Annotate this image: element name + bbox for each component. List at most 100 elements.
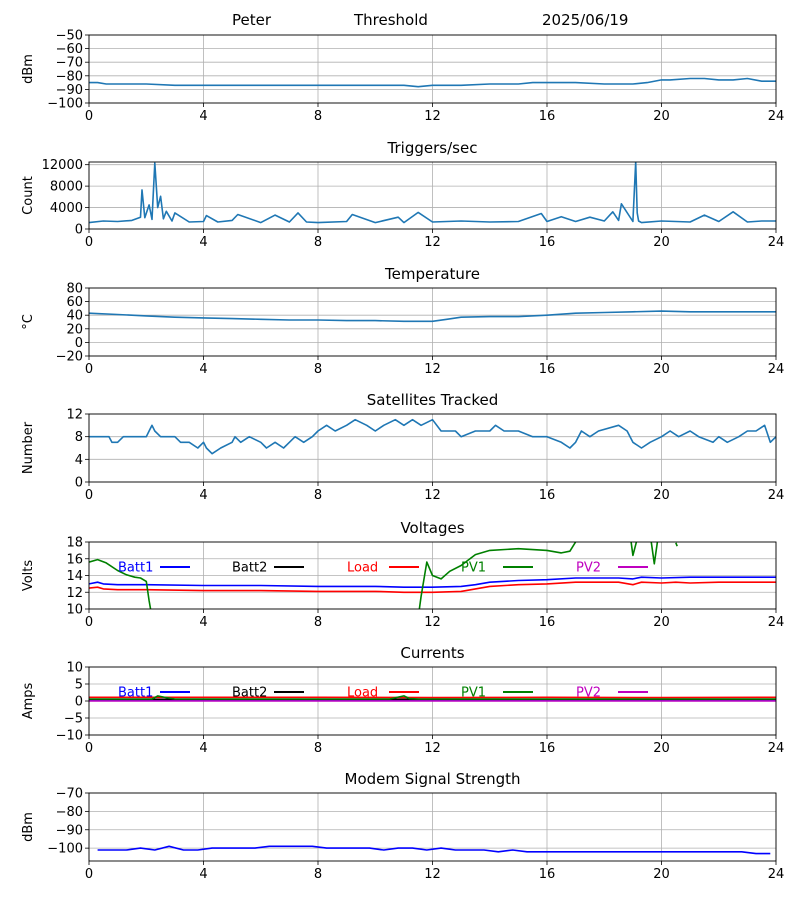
y-tick-label: 4 [75,453,83,468]
chart-title: Currents [400,644,464,662]
y-tick-label: 14 [66,569,83,584]
y-tick-label: −80 [56,805,83,820]
legend-label-load: Load [347,686,378,701]
trigger-mode: Threshold [354,11,428,29]
x-tick-label: 12 [424,488,441,503]
x-tick-label: 0 [85,488,93,503]
x-tick-label: 24 [768,235,785,250]
legend-label-batt1: Batt1 [118,561,153,576]
x-tick-label: 20 [653,741,670,756]
series-line-voltages [650,542,659,565]
x-tick-label: 24 [768,362,785,377]
x-tick-label: 16 [539,109,556,124]
y-tick-label: −5 [64,712,83,727]
y-tick-label: 10 [66,603,83,618]
y-tick-label: −70 [56,787,83,802]
chart-triggers: 0 4 8 12 16 20 24 0 4000 8000 12000 Count Triggers/s… [21,139,784,250]
x-tick-label: 4 [199,109,207,124]
x-tick-label: 0 [85,109,93,124]
legend-label-batt1: Batt1 [118,686,153,701]
x-tick-label: 16 [539,741,556,756]
series-line-temperature [89,310,776,323]
y-tick-label: 0 [75,223,83,238]
plot-area [89,77,776,88]
x-tick-label: 16 [539,615,556,630]
x-tick-label: 12 [424,362,441,377]
x-tick-label: 20 [653,488,670,503]
y-tick-label: 12 [66,586,83,601]
x-tick-label: 4 [199,488,207,503]
series-line-pv1 [89,695,776,700]
x-tick-label: 8 [314,741,322,756]
x-tick-label: 20 [653,109,670,124]
y-axis-label: Volts [21,560,36,592]
x-tick-label: 24 [768,741,785,756]
x-tick-label: 20 [653,235,670,250]
legend-label-load: Load [347,561,378,576]
x-tick-label: 4 [199,235,207,250]
y-tick-label: 0 [75,476,83,491]
y-tick-label: 0 [75,695,83,710]
y-axis-label: Number [21,421,36,474]
chart-title: Triggers/sec [387,139,478,157]
x-tick-label: 8 [314,615,322,630]
chart-satellites: 0 4 8 12 16 20 24 0 4 8 12 Number Satellites Tracked [21,391,784,503]
y-tick-label: 10 [66,661,83,676]
y-axis-label: Amps [21,682,36,719]
y-tick-label: 12 [66,408,83,423]
chart-title: Satellites Tracked [367,391,498,409]
chart-title: Temperature [384,265,480,283]
chart-title: Voltages [400,519,464,537]
x-tick-label: 12 [424,867,441,882]
y-tick-label: −20 [56,350,83,365]
series-line-satellites [89,418,776,455]
plot-area [97,845,771,855]
x-tick-label: 24 [768,488,785,503]
x-tick-label: 20 [653,867,670,882]
y-tick-label: −100 [47,842,83,857]
x-tick-label: 0 [85,741,93,756]
x-tick-label: 0 [85,235,93,250]
y-tick-label: −80 [56,69,83,84]
y-tick-label: 80 [66,282,83,297]
legend-label-pv2: PV2 [576,686,601,701]
y-tick-label: 20 [66,322,83,337]
x-tick-label: 8 [314,109,322,124]
y-axis-label: °C [21,314,36,330]
x-tick-label: 12 [424,109,441,124]
y-tick-label: −100 [47,97,83,112]
series-line-voltages [630,542,638,557]
legend-label-pv2: PV2 [576,561,601,576]
legend-label-batt2: Batt2 [232,686,267,701]
plot-area [89,310,776,323]
x-tick-label: 16 [539,488,556,503]
y-tick-label: −60 [56,42,83,57]
x-tick-label: 8 [314,235,322,250]
y-tick-label: 12000 [42,158,83,173]
x-tick-label: 24 [768,615,785,630]
x-tick-label: 20 [653,615,670,630]
station-name: Peter [232,11,272,29]
legend-label-pv1: PV1 [461,686,486,701]
chart-threshold: 0 4 8 12 16 20 24 −100−90−80−70−60−50 dBm [21,29,784,125]
chart-modem: 0 4 8 12 16 20 24 −100 −90 −80 −70 dBm Modem Signal … [21,770,784,882]
x-tick-label: 12 [424,615,441,630]
y-axis-label: Count [21,176,36,215]
report-date: 2025/06/19 [542,11,629,29]
y-tick-label: −10 [56,729,83,744]
y-axis-label: dBm [21,812,36,842]
y-tick-label: 4000 [50,201,83,216]
legend-label-batt2: Batt2 [232,561,267,576]
y-tick-label: 5 [75,678,83,693]
x-tick-label: 8 [314,488,322,503]
x-tick-label: 0 [85,615,93,630]
y-tick-label: 8 [75,430,83,445]
chart-title: Modem Signal Strength [345,770,521,788]
series-line-load [89,581,776,594]
x-tick-label: 20 [653,362,670,377]
